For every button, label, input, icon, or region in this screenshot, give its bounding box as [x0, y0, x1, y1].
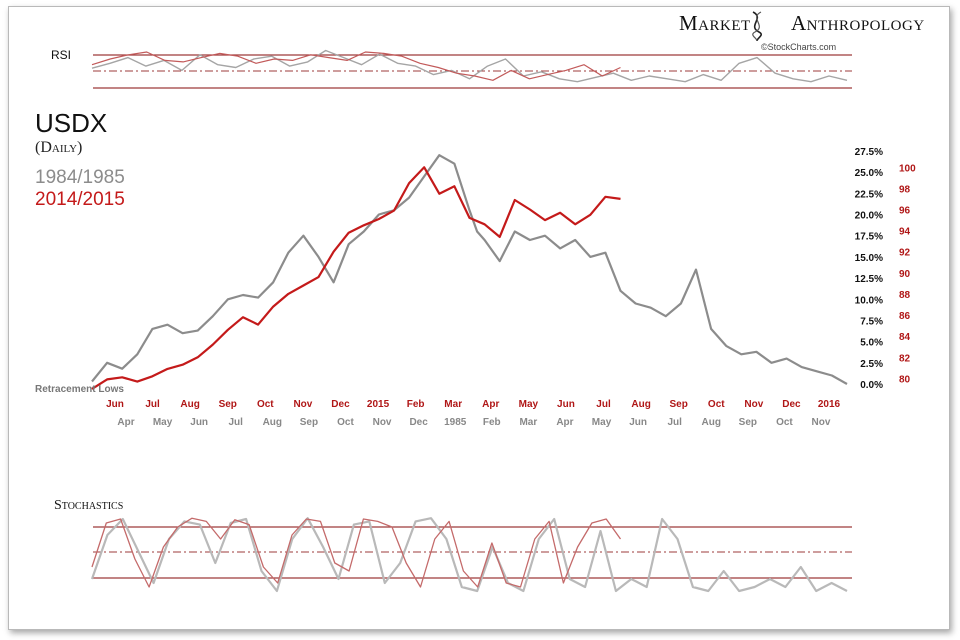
- brand-right: Anthropology: [791, 11, 925, 35]
- x-tick-bottom: Dec: [409, 417, 428, 428]
- x-tick-bottom: Jun: [629, 417, 647, 428]
- x-tick-bottom: Feb: [483, 417, 501, 428]
- stochastics-reference-lines: [93, 526, 852, 579]
- chart-subtitle: (Daily): [35, 139, 82, 156]
- retracement-lows-annotation: Retracement Lows: [35, 384, 124, 395]
- stochastics-1984-line: [90, 517, 848, 593]
- x-tick-top: Nov: [293, 399, 312, 410]
- y-tick-index: 98: [899, 184, 911, 195]
- x-tick-bottom: Oct: [337, 417, 354, 428]
- y-axis-percent: 27.5% 25.0% 22.5% 20.0% 17.5% 15.0% 12.5% 10.0%…: [855, 147, 883, 391]
- x-tick-bottom: 1985: [444, 417, 467, 428]
- x-tick-top: Nov: [744, 399, 763, 410]
- x-tick-top: Jul: [596, 399, 611, 410]
- y-tick-percent: 10.0%: [855, 295, 883, 306]
- x-tick-top: 2015: [367, 399, 390, 410]
- rsi-series-group: [91, 49, 848, 83]
- y-tick-percent: 17.5%: [855, 232, 883, 243]
- y-tick-percent: 22.5%: [855, 189, 883, 200]
- x-tick-bottom: Nov: [812, 417, 831, 428]
- legend-1984: 1984/1985: [35, 167, 125, 188]
- x-tick-bottom: Apr: [556, 417, 573, 428]
- y-tick-percent: 7.5%: [860, 316, 883, 327]
- y-tick-percent: 0.0%: [860, 380, 883, 391]
- x-tick-top: Sep: [670, 399, 688, 410]
- y-tick-percent: 27.5%: [855, 147, 883, 158]
- x-tick-bottom: Oct: [776, 417, 793, 428]
- main-series-group: [91, 154, 848, 390]
- series-2014-line: [91, 166, 621, 390]
- x-tick-bottom: Mar: [519, 417, 537, 428]
- stockcharts-credit: ©StockCharts.com: [761, 42, 836, 52]
- y-tick-index: 96: [899, 206, 911, 217]
- y-tick-index: 84: [899, 332, 911, 343]
- x-tick-bottom: Aug: [263, 417, 282, 428]
- y-axis-index: 100 98 96 94 92 90 88 86 84 82 80: [899, 163, 916, 385]
- chart-title: USDX: [35, 108, 107, 138]
- x-tick-top: Oct: [257, 399, 274, 410]
- x-tick-bottom: Apr: [117, 417, 134, 428]
- y-tick-percent: 15.0%: [855, 253, 883, 264]
- y-tick-percent: 25.0%: [855, 168, 883, 179]
- x-tick-top: May: [519, 399, 539, 410]
- rsi-reference-lines: [93, 54, 852, 89]
- rsi-label: RSI: [51, 48, 71, 62]
- x-tick-top: Jun: [106, 399, 124, 410]
- x-tick-bottom: May: [153, 417, 173, 428]
- y-tick-index: 94: [899, 227, 911, 238]
- y-tick-percent: 20.0%: [855, 211, 883, 222]
- x-tick-top: Feb: [407, 399, 425, 410]
- x-tick-top: Dec: [782, 399, 801, 410]
- x-tick-bottom: Jul: [229, 417, 244, 428]
- y-tick-percent: 2.5%: [860, 359, 883, 370]
- x-tick-bottom: May: [592, 417, 612, 428]
- y-tick-index: 88: [899, 290, 911, 301]
- x-tick-top: Jun: [557, 399, 575, 410]
- chart-frame: Market Anthropology ©StockCharts.com RSI…: [8, 6, 950, 630]
- x-tick-bottom: Sep: [739, 417, 757, 428]
- y-tick-index: 86: [899, 311, 911, 322]
- brand-left: Market: [679, 11, 751, 35]
- usdx-chart: Market Anthropology ©StockCharts.com RSI…: [35, 11, 925, 593]
- y-tick-percent: 5.0%: [860, 338, 883, 349]
- x-tick-bottom: Sep: [300, 417, 318, 428]
- series-1984-line: [91, 154, 848, 385]
- y-tick-index: 100: [899, 163, 916, 174]
- x-tick-top: Aug: [180, 399, 199, 410]
- dna-helix-icon: [752, 11, 763, 42]
- x-axis-2014-months: Jun Jul Aug Sep Oct Nov Dec 2015 Feb Mar Apr May Jun…: [106, 399, 840, 410]
- y-tick-index: 82: [899, 353, 911, 364]
- y-tick-percent: 12.5%: [855, 274, 883, 285]
- x-tick-top: Oct: [708, 399, 725, 410]
- x-tick-bottom: Nov: [373, 417, 392, 428]
- rsi-2014-line: [91, 51, 621, 81]
- x-tick-top: Sep: [219, 399, 237, 410]
- x-tick-bottom: Jun: [190, 417, 208, 428]
- y-tick-index: 90: [899, 269, 911, 280]
- x-tick-top: Dec: [331, 399, 350, 410]
- x-axis-1984-months: Apr May Jun Jul Aug Sep Oct Nov Dec 1985 Feb Mar Apr…: [117, 417, 830, 428]
- x-tick-top: Aug: [631, 399, 650, 410]
- stochastics-2014-line: [91, 517, 622, 588]
- legend-2014: 2014/2015: [35, 189, 125, 210]
- x-tick-top: Jul: [145, 399, 160, 410]
- stochastics-label: Stochastics: [54, 498, 123, 513]
- stochastics-series-group: [90, 517, 848, 593]
- x-tick-bottom: Jul: [667, 417, 682, 428]
- x-tick-top: Apr: [482, 399, 499, 410]
- y-tick-index: 92: [899, 248, 911, 259]
- y-tick-index: 80: [899, 374, 911, 385]
- rsi-1984-line: [91, 49, 848, 83]
- x-tick-bottom: Aug: [702, 417, 721, 428]
- x-tick-top: Mar: [444, 399, 462, 410]
- x-tick-top: 2016: [818, 399, 841, 410]
